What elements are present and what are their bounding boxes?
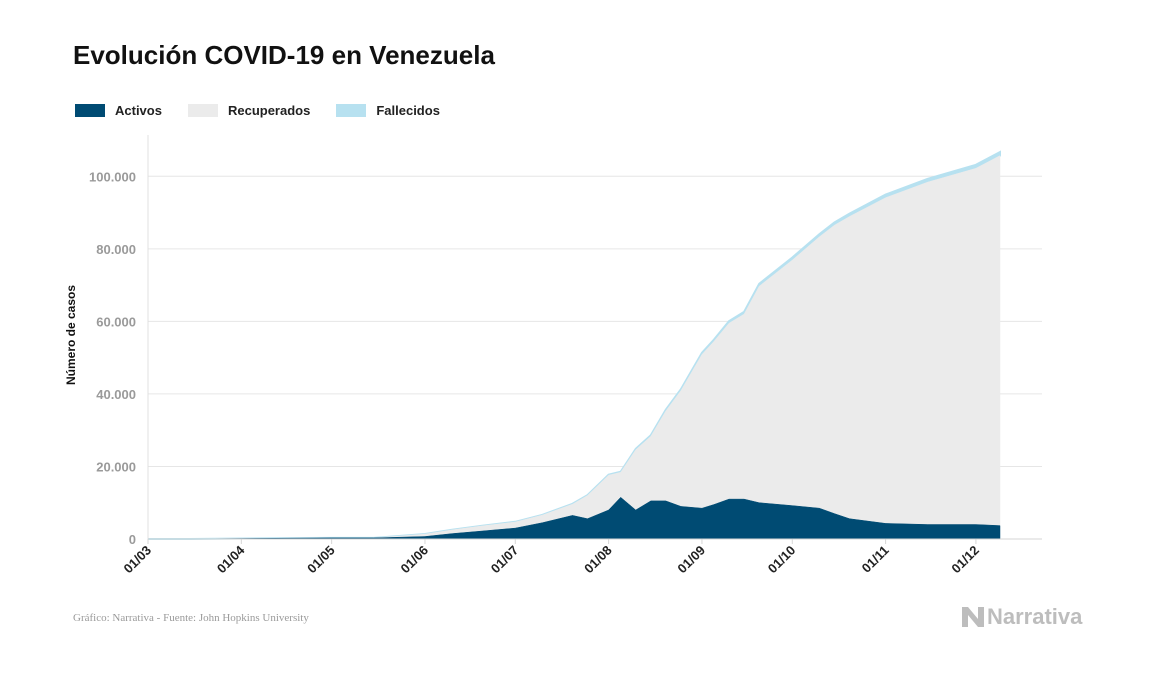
x-tick-label-2: 01/05 (304, 543, 338, 577)
y-tick-label-1: 20.000 (96, 459, 136, 474)
brand-logo: Narrativa (962, 604, 1082, 630)
chart-title: Evolución COVID-19 en Venezuela (73, 40, 495, 70)
legend-swatch-fallecidos (336, 104, 367, 117)
narrativa-logo-icon (962, 607, 984, 627)
brand-name: Narrativa (987, 604, 1083, 629)
legend-label-activos: Activos (115, 103, 162, 118)
y-axis-label: Número de casos (64, 285, 78, 385)
x-tick-label-8: 01/11 (859, 543, 892, 576)
x-tick-label-5: 01/08 (581, 543, 615, 577)
area-recuperados (148, 155, 1001, 540)
x-tick-label-7: 01/10 (765, 543, 799, 577)
x-tick-label-4: 01/07 (488, 543, 522, 577)
legend-swatch-recuperados (187, 104, 218, 117)
x-tick-label-9: 01/12 (948, 543, 982, 577)
y-tick-label-2: 40.000 (96, 387, 136, 402)
y-tick-label-5: 100.000 (89, 169, 136, 184)
source-note: Gráfico: Narrativa - Fuente: John Hopkin… (73, 612, 309, 624)
x-tick-label-1: 01/04 (214, 542, 248, 576)
legend-swatch-activos (75, 104, 105, 117)
y-tick-label-3: 60.000 (96, 314, 136, 329)
legend-item-fallecidos: Fallecidos (336, 103, 440, 118)
legend-item-activos: Activos (75, 103, 162, 118)
legend-label-recuperados: Recuperados (227, 103, 311, 118)
legend-label-fallecidos: Fallecidos (376, 103, 440, 118)
legend: Activos Recuperados Fallecidos (75, 103, 466, 118)
x-tick-label-0: 01/03 (121, 543, 155, 577)
y-tick-label-0: 0 (129, 532, 136, 547)
area-series (148, 150, 1001, 540)
y-tick-label-4: 80.000 (96, 242, 136, 257)
legend-item-recuperados: Recuperados (187, 103, 311, 118)
x-tick-label-3: 01/06 (397, 543, 431, 577)
x-tick-label-6: 01/09 (674, 543, 708, 577)
